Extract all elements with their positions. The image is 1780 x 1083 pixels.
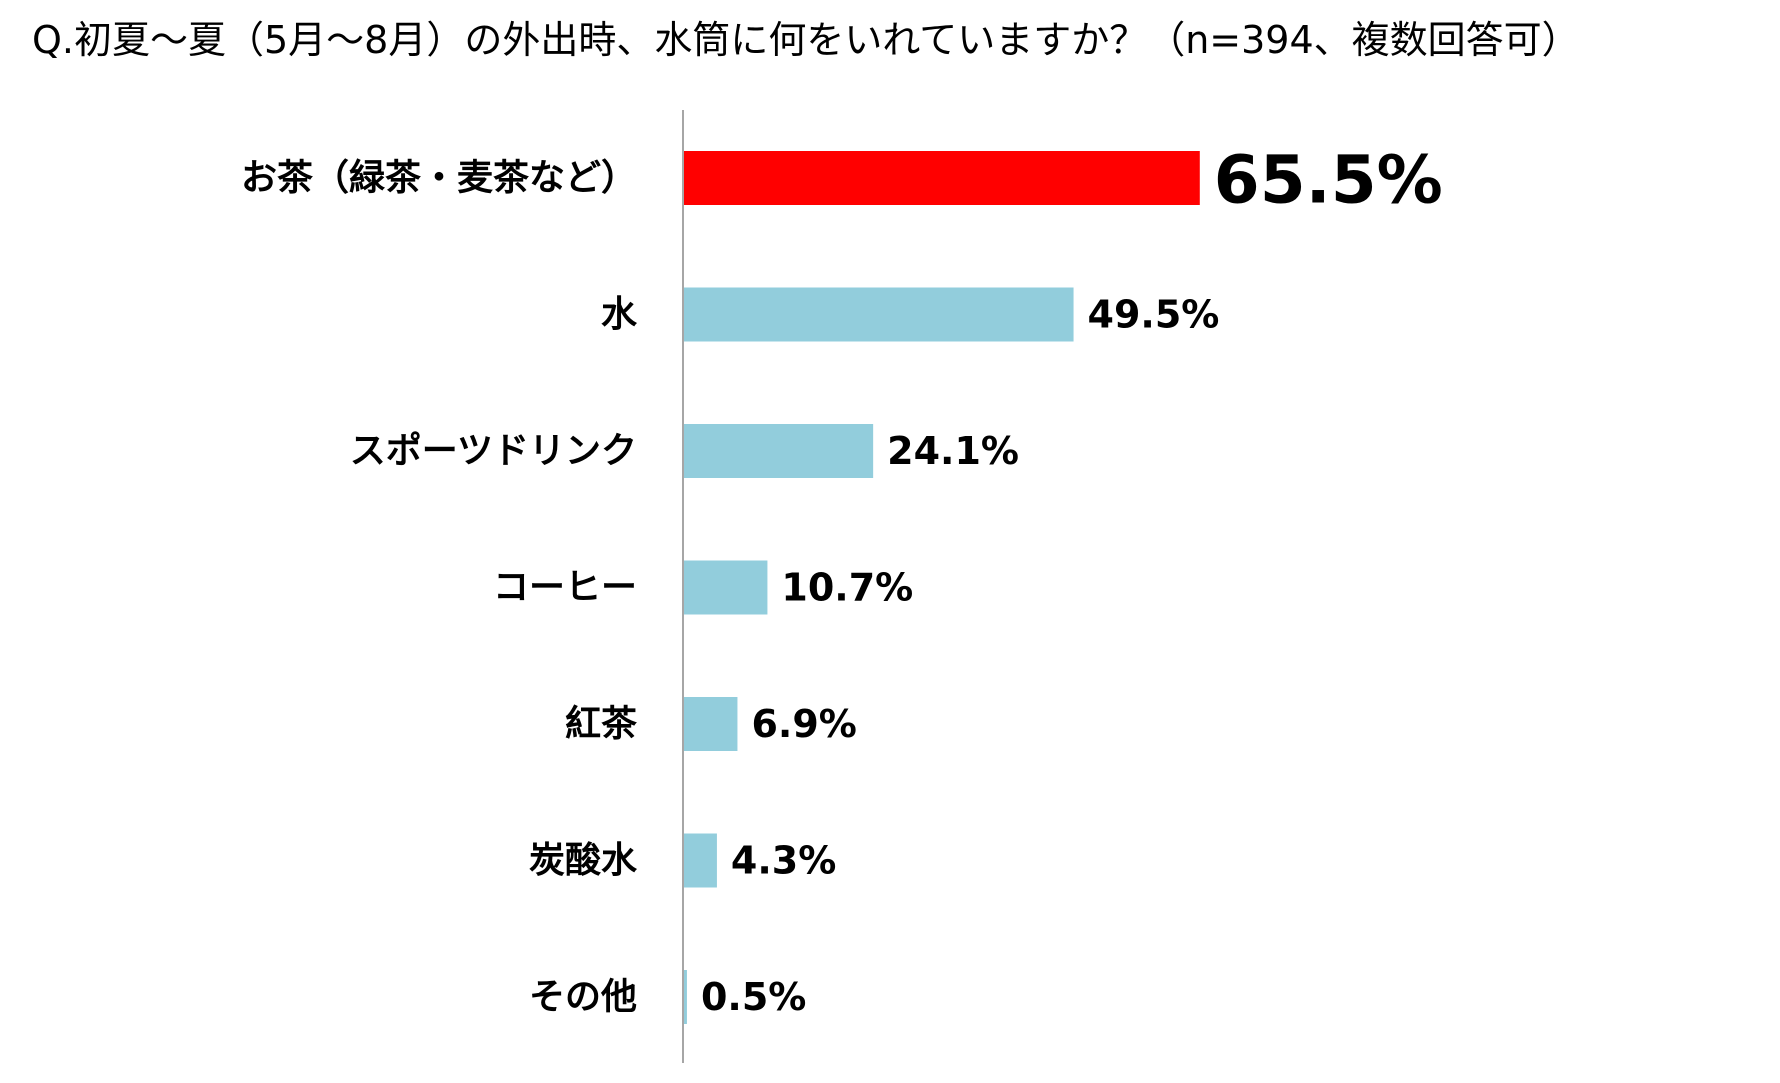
category-label-6: 炭酸水 — [529, 840, 638, 881]
value-label-1: 65.5% — [1214, 142, 1443, 219]
value-label-5: 6.9% — [751, 702, 856, 746]
value-label-6: 4.3% — [731, 839, 836, 883]
category-label-7: その他 — [529, 977, 637, 1018]
category-label-2: 水 — [601, 294, 638, 335]
bar-1 — [683, 151, 1200, 205]
labels-layer: お茶（緑茶・麦茶など） 65.5% 水 49.5% スポーツドリンク 24.1% コーヒー 1… — [241, 142, 1443, 1020]
chart-title: Q.初夏～夏（5月～8月）の外出時、水筒に何をいれていますか？（n=394、複数… — [32, 18, 1580, 62]
value-label-2: 49.5% — [1088, 293, 1220, 337]
bar-7 — [683, 970, 687, 1024]
value-label-4: 10.7% — [781, 566, 913, 610]
bar-4 — [683, 560, 768, 615]
bar-5 — [683, 697, 738, 751]
bar-2 — [683, 287, 1074, 342]
category-label-3: スポーツドリンク — [350, 430, 637, 472]
bar-3 — [683, 424, 874, 478]
value-label-3: 24.1% — [887, 429, 1019, 473]
bar-6 — [683, 833, 717, 888]
bars-layer — [683, 151, 1200, 1024]
category-label-5: 紅茶 — [565, 704, 638, 745]
value-label-7: 0.5% — [701, 975, 806, 1019]
category-label-1: お茶（緑茶・麦茶など） — [241, 158, 637, 199]
category-label-4: コーヒー — [493, 567, 637, 608]
